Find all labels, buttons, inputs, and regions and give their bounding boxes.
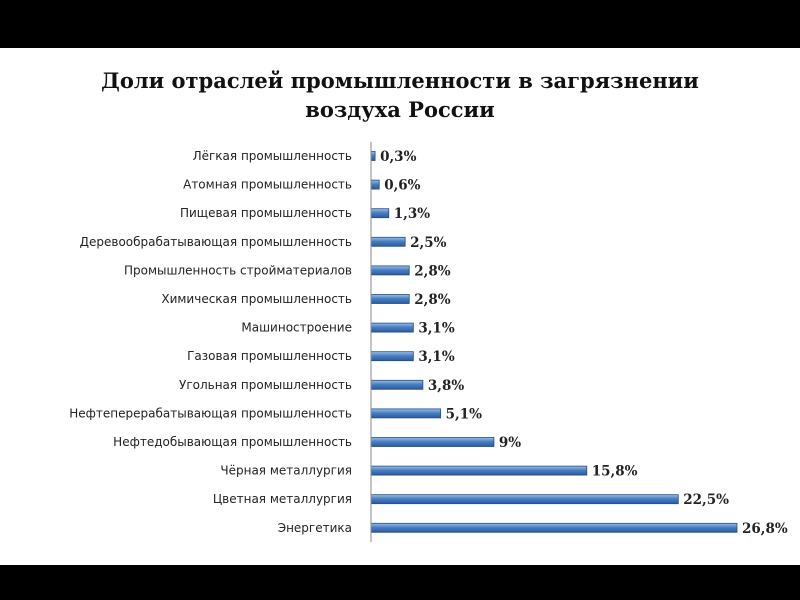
value-label: 3,1%: [418, 321, 454, 337]
bar: [370, 494, 679, 505]
value-label: 3,8%: [428, 378, 464, 394]
value-label: 5,1%: [446, 406, 482, 422]
chart-title: Доли отраслей промышленности в загрязнен…: [0, 66, 800, 124]
category-label: Машиностроение: [241, 321, 352, 335]
category-label: Лёгкая промышленность: [193, 149, 352, 163]
bar: [370, 322, 414, 333]
bar: [370, 151, 376, 161]
category-label: Промышленность стройматериалов: [124, 263, 352, 277]
category-label: Угольная промышленность: [179, 378, 352, 392]
category-label: Химическая промышленность: [161, 292, 352, 306]
bar: [370, 265, 410, 276]
bar: [370, 437, 495, 447]
value-label: 2,5%: [410, 235, 446, 251]
value-label: 26,8%: [742, 521, 788, 537]
value-label: 1,3%: [394, 206, 430, 222]
category-label: Энергетика: [278, 521, 352, 535]
bar: [370, 294, 410, 304]
value-label: 2,8%: [414, 263, 450, 279]
category-label: Атомная промышленность: [183, 178, 352, 192]
bar: [370, 179, 380, 190]
category-label: Пищевая промышленность: [180, 206, 352, 220]
bar: [370, 408, 442, 419]
value-label: 9%: [499, 435, 521, 451]
value-label: 22,5%: [683, 492, 729, 508]
category-label: Чёрная металлургия: [220, 464, 352, 478]
category-label: Деревообрабатывающая промышленность: [80, 235, 352, 249]
category-label: Цветная металлургия: [213, 492, 352, 506]
category-label: Нефтеперерабатывающая промышленность: [69, 406, 352, 420]
slide: Доли отраслей промышленности в загрязнен…: [0, 48, 800, 565]
value-label: 2,8%: [414, 292, 450, 308]
bar: [370, 351, 414, 362]
bar: [370, 208, 390, 219]
category-label: Газовая промышленность: [187, 349, 352, 363]
bar: [370, 522, 738, 533]
bar-chart: Лёгкая промышленность 0,3% Атомная промышл…: [69, 141, 788, 543]
bar: [370, 379, 424, 390]
bars-layer: Лёгкая промышленность 0,3% Атомная промышл…: [69, 149, 788, 537]
value-label: 15,8%: [592, 464, 638, 480]
category-label: Нефтедобывающая промышленность: [113, 435, 352, 449]
value-label: 0,6%: [384, 178, 420, 194]
chart-title-line-1: Доли отраслей промышленности в загрязнен…: [101, 68, 699, 93]
chart-title-line-2: воздуха России: [305, 97, 495, 122]
value-label: 3,1%: [418, 349, 454, 365]
bar: [370, 236, 406, 247]
value-label: 0,3%: [380, 149, 416, 165]
bar: [370, 465, 588, 476]
